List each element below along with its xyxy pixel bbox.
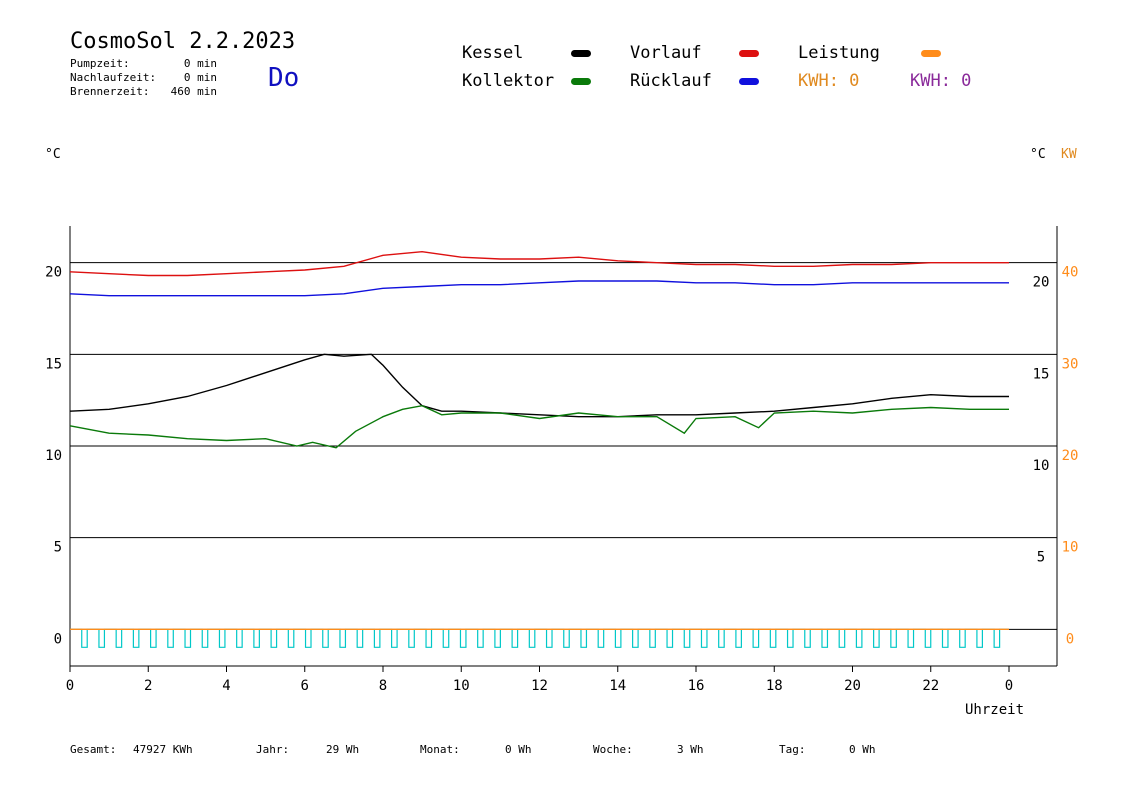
x-tick-label: 16 xyxy=(688,678,705,694)
weekday-label: Do xyxy=(268,63,300,93)
legend-kessel-label: Kessel xyxy=(462,43,524,63)
y-tick-label-right-c: 5 xyxy=(1037,550,1045,566)
app-title: CosmoSol 2.2.2023 xyxy=(70,29,296,54)
left-axis-unit: °C xyxy=(45,147,61,162)
x-axis-label: Uhrzeit xyxy=(965,702,1025,718)
x-tick-label: 0 xyxy=(66,678,74,694)
stat-nachlaufzeit-value: 0 min xyxy=(183,71,217,84)
x-tick-label: 2 xyxy=(144,678,152,694)
footer-jahr-value: 29 Wh xyxy=(326,743,360,756)
footer-tag-value: 0 Wh xyxy=(849,743,876,756)
y-tick-label-right-kw: 20 xyxy=(1062,448,1079,464)
stat-nachlaufzeit-label: Nachlaufzeit: xyxy=(70,71,157,84)
footer-jahr-label: Jahr: xyxy=(256,743,290,756)
right-axis-unit-kw: KW xyxy=(1061,147,1077,162)
footer-woche-value: 3 Wh xyxy=(677,743,704,756)
kwh-total-2: KWH: 0 xyxy=(910,71,972,91)
legend-leistung-label: Leistung xyxy=(798,43,880,63)
pump-indicator-line xyxy=(70,628,1009,648)
x-tick-label: 20 xyxy=(844,678,861,694)
x-tick-label: 14 xyxy=(609,678,626,694)
x-tick-label: 18 xyxy=(766,678,783,694)
x-tick-label: 8 xyxy=(379,678,387,694)
footer-monat-value: 0 Wh xyxy=(505,743,532,756)
footer-monat-label: Monat: xyxy=(420,743,460,756)
legend-kessel-swatch xyxy=(571,50,591,57)
y-tick-label-left: 15 xyxy=(45,356,62,372)
kwh-total-1: KWH: 0 xyxy=(798,71,860,91)
series-line-vorlauf xyxy=(69,250,1009,277)
y-tick-label-left: 0 xyxy=(54,631,62,647)
y-tick-label-left: 20 xyxy=(45,265,62,281)
y-tick-label-right-kw: 30 xyxy=(1062,356,1079,372)
footer-tag-label: Tag: xyxy=(779,743,806,756)
series-line-ruecklauf xyxy=(69,280,1009,297)
right-axis-unit-c: °C xyxy=(1030,147,1046,162)
legend-vorlauf-swatch xyxy=(739,50,759,57)
legend-ruecklauf-swatch xyxy=(739,78,759,85)
footer-gesamt-label: Gesamt: xyxy=(70,743,117,756)
x-tick-label: 4 xyxy=(222,678,230,694)
y-tick-label-left: 5 xyxy=(54,540,62,556)
stat-brennerzeit-value: 460 min xyxy=(170,85,217,98)
legend-ruecklauf-label: Rücklauf xyxy=(630,71,712,91)
footer-gesamt-value: 47927 KWh xyxy=(133,743,193,756)
y-tick-label-right-c: 15 xyxy=(1033,366,1050,382)
footer-woche-label: Woche: xyxy=(593,743,633,756)
y-tick-label-left: 10 xyxy=(45,448,62,464)
x-tick-label: 10 xyxy=(453,678,470,694)
y-tick-label-right-c: 20 xyxy=(1033,275,1050,291)
series-line-kollektor xyxy=(69,404,1009,449)
x-tick-label: 0 xyxy=(1005,678,1013,694)
y-tick-label-right-kw: 10 xyxy=(1062,540,1079,556)
stat-pumpzeit-label: Pumpzeit: xyxy=(70,57,130,70)
legend-kollektor-swatch xyxy=(571,78,591,85)
y-tick-label-right-c: 10 xyxy=(1033,458,1050,474)
x-tick-label: 12 xyxy=(531,678,548,694)
x-tick-label: 6 xyxy=(301,678,309,694)
y-tick-label-right-kw: 40 xyxy=(1062,265,1079,281)
x-tick-label: 22 xyxy=(922,678,939,694)
legend-leistung-swatch xyxy=(921,50,941,57)
stat-pumpzeit-value: 0 min xyxy=(183,57,217,70)
series-line-kessel xyxy=(69,353,1009,418)
legend-kollektor-label: Kollektor xyxy=(462,71,555,91)
legend-vorlauf-label: Vorlauf xyxy=(630,43,702,63)
stat-brennerzeit-label: Brennerzeit: xyxy=(70,85,150,98)
y-tick-label-right-kw: 0 xyxy=(1066,631,1074,647)
